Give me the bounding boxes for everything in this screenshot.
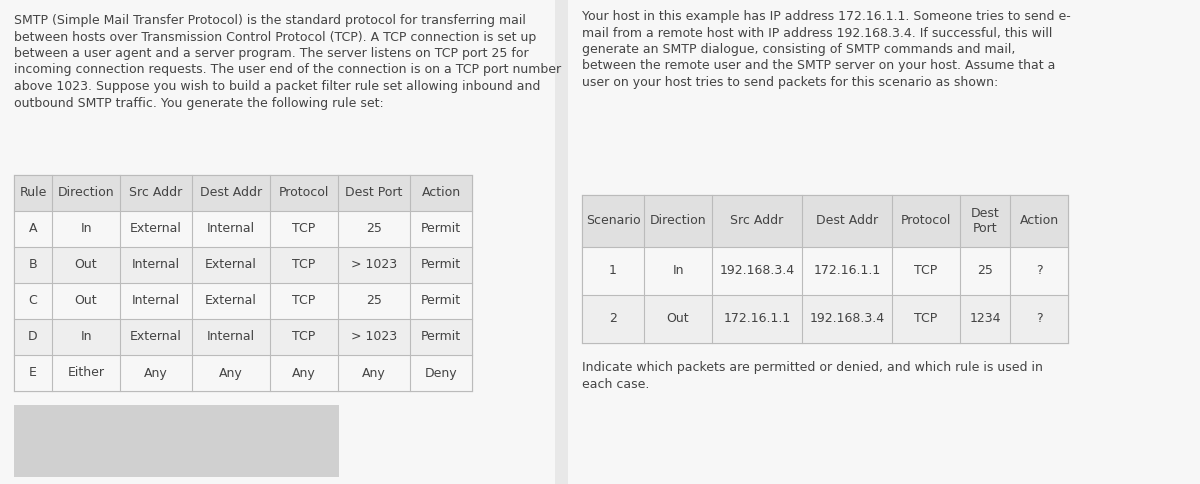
Text: TCP: TCP [293,258,316,272]
Text: Your host in this example has IP address 172.16.1.1. Someone tries to send e-: Your host in this example has IP address… [582,10,1070,23]
Bar [0,0,554,484]
Text: Permit: Permit [421,258,461,272]
Text: 172.16.1.1: 172.16.1.1 [814,264,881,277]
Text: TCP: TCP [293,294,316,307]
Text: Internal: Internal [206,223,256,236]
Text: Any: Any [220,366,242,379]
Text: TCP: TCP [293,331,316,344]
Bar [568,0,1200,484]
Bar [582,195,1068,343]
Text: between a user agent and a server program. The server listens on TCP port 25 for: between a user agent and a server progra… [14,47,529,60]
Text: between hosts over Transmission Control Protocol (TCP). A TCP connection is set : between hosts over Transmission Control … [14,30,536,44]
Text: Src Addr: Src Addr [130,186,182,199]
Text: outbound SMTP traffic. You generate the following rule set:: outbound SMTP traffic. You generate the … [14,96,384,109]
Text: SMTP (Simple Mail Transfer Protocol) is the standard protocol for transferring m: SMTP (Simple Mail Transfer Protocol) is … [14,14,526,27]
Text: Rule: Rule [19,186,47,199]
Text: E: E [29,366,37,379]
Text: user on your host tries to send packets for this scenario as shown:: user on your host tries to send packets … [582,76,998,89]
Text: 192.168.3.4: 192.168.3.4 [810,313,884,326]
Text: 2: 2 [610,313,617,326]
Text: ?: ? [1036,313,1043,326]
Bar [582,295,1068,343]
Bar [14,283,472,319]
Text: 25: 25 [366,223,382,236]
Text: Deny: Deny [425,366,457,379]
Text: External: External [205,294,257,307]
Text: Out: Out [74,294,97,307]
Text: TCP: TCP [293,223,316,236]
Text: In: In [80,223,91,236]
Text: each case.: each case. [582,378,649,391]
Text: Indicate which packets are permitted or denied, and which rule is used in: Indicate which packets are permitted or … [582,361,1043,374]
Text: Either: Either [67,366,104,379]
Text: In: In [80,331,91,344]
Text: Scenario: Scenario [586,214,641,227]
Bar [14,247,472,283]
Text: > 1023: > 1023 [350,331,397,344]
Text: Dest Addr: Dest Addr [200,186,262,199]
Text: 1234: 1234 [970,313,1001,326]
Text: A: A [29,223,37,236]
Text: incoming connection requests. The user end of the connection is on a TCP port nu: incoming connection requests. The user e… [14,63,562,76]
Text: TCP: TCP [914,264,937,277]
Text: Dest Port: Dest Port [346,186,403,199]
Text: 192.168.3.4: 192.168.3.4 [720,264,794,277]
Text: In: In [672,264,684,277]
Text: External: External [130,223,182,236]
Text: TCP: TCP [914,313,937,326]
Text: mail from a remote host with IP address 192.168.3.4. If successful, this will: mail from a remote host with IP address … [582,27,1052,40]
Text: 25: 25 [366,294,382,307]
Text: Any: Any [362,366,386,379]
Text: 1: 1 [610,264,617,277]
Bar [582,195,1068,247]
Text: generate an SMTP dialogue, consisting of SMTP commands and mail,: generate an SMTP dialogue, consisting of… [582,43,1015,56]
Bar [14,319,472,355]
Text: Protocol: Protocol [901,214,952,227]
Bar [14,355,472,391]
Text: Dest Addr: Dest Addr [816,214,878,227]
Text: B: B [29,258,37,272]
Text: Any: Any [292,366,316,379]
Text: Internal: Internal [132,258,180,272]
Text: Internal: Internal [206,331,256,344]
Text: Internal: Internal [132,294,180,307]
Bar [14,175,472,211]
Text: Protocol: Protocol [278,186,329,199]
Text: Src Addr: Src Addr [731,214,784,227]
Text: Out: Out [74,258,97,272]
Text: Dest
Port: Dest Port [971,207,1000,235]
Text: ?: ? [1036,264,1043,277]
Text: 25: 25 [977,264,992,277]
Text: C: C [29,294,37,307]
Bar [582,247,1068,295]
Text: D: D [28,331,38,344]
Text: > 1023: > 1023 [350,258,397,272]
Text: External: External [205,258,257,272]
Text: Direction: Direction [58,186,114,199]
Text: Any: Any [144,366,168,379]
Text: between the remote user and the SMTP server on your host. Assume that a: between the remote user and the SMTP ser… [582,60,1055,73]
Bar [14,405,340,477]
Bar [14,211,472,247]
Text: 172.16.1.1: 172.16.1.1 [724,313,791,326]
Text: Permit: Permit [421,223,461,236]
Text: Out: Out [667,313,689,326]
Text: Action: Action [421,186,461,199]
Text: Action: Action [1020,214,1058,227]
Text: Permit: Permit [421,294,461,307]
Text: External: External [130,331,182,344]
Text: above 1023. Suppose you wish to build a packet filter rule set allowing inbound : above 1023. Suppose you wish to build a … [14,80,540,93]
Text: Direction: Direction [649,214,707,227]
Text: Permit: Permit [421,331,461,344]
Bar [14,175,472,391]
